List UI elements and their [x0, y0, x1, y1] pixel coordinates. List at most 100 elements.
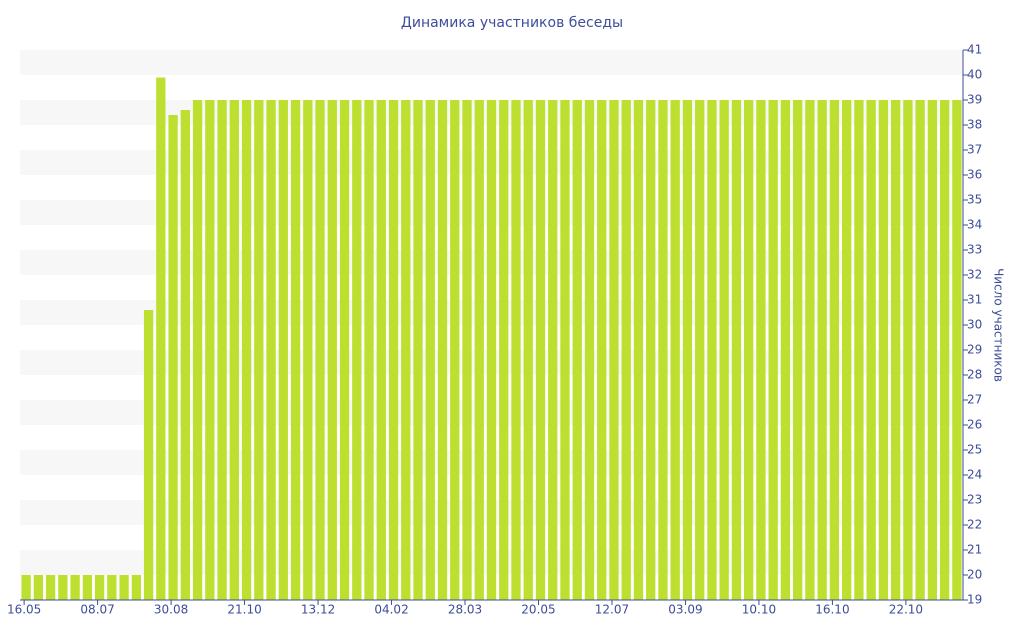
x-tick-label: 16.10 — [815, 603, 849, 617]
bar — [462, 100, 472, 600]
bar — [768, 100, 778, 600]
y-tick-label: 27 — [967, 393, 982, 407]
bar — [119, 575, 129, 600]
y-tick-label: 33 — [967, 243, 982, 257]
bar — [339, 100, 350, 600]
bar — [499, 100, 509, 600]
y-tick-label: 19 — [967, 593, 982, 607]
bar — [352, 100, 362, 600]
bar — [437, 100, 448, 600]
bar — [327, 100, 337, 600]
bar — [290, 100, 301, 600]
bar — [878, 100, 889, 600]
bar — [413, 100, 423, 600]
bar — [646, 100, 656, 600]
bar — [82, 575, 93, 600]
bar — [597, 100, 607, 600]
bar — [450, 100, 460, 600]
bar — [45, 575, 56, 600]
y-tick-label: 30 — [967, 318, 982, 332]
x-tick-label: 28.03 — [448, 603, 482, 617]
bar — [915, 100, 925, 600]
grid-band — [20, 50, 963, 75]
y-tick-label: 23 — [967, 493, 982, 507]
bar — [535, 100, 546, 600]
x-tick-label: 13.12 — [301, 603, 335, 617]
y-tick-label: 35 — [967, 193, 982, 207]
bar — [94, 575, 105, 600]
bar — [609, 100, 619, 600]
y-tick-label: 31 — [967, 293, 982, 307]
y-tick-label: 26 — [967, 418, 982, 432]
y-tick-label: 40 — [967, 68, 982, 82]
bar — [33, 575, 44, 600]
bar — [817, 100, 827, 600]
y-tick-label: 22 — [967, 518, 982, 532]
bar — [70, 575, 80, 600]
bar — [254, 100, 264, 600]
y-tick-label: 25 — [967, 443, 982, 457]
x-tick-label: 30.08 — [154, 603, 188, 617]
bar — [584, 100, 595, 600]
x-tick-label: 20.05 — [521, 603, 555, 617]
bar — [903, 100, 913, 600]
bar — [842, 100, 852, 600]
bar — [560, 100, 570, 600]
x-tick-label: 12.07 — [595, 603, 629, 617]
bar — [143, 310, 154, 600]
bar — [266, 100, 276, 600]
bar — [180, 110, 190, 600]
bar — [890, 100, 901, 600]
bar — [658, 100, 668, 600]
bar — [731, 100, 742, 600]
bar — [21, 575, 31, 600]
y-tick-label: 32 — [967, 268, 982, 282]
bar — [670, 100, 680, 600]
bar — [939, 100, 950, 600]
y-tick-label: 38 — [967, 118, 982, 132]
y-tick-label: 37 — [967, 143, 982, 157]
bar — [829, 100, 840, 600]
bar — [511, 100, 521, 600]
x-tick-label: 08.07 — [80, 603, 114, 617]
bar — [217, 100, 227, 600]
y-tick-label: 34 — [967, 218, 982, 232]
x-tick-label: 16.05 — [7, 603, 41, 617]
bar — [952, 100, 962, 600]
bar — [229, 100, 239, 600]
bar — [695, 100, 705, 600]
bar — [192, 100, 203, 600]
x-tick-label: 03.09 — [668, 603, 702, 617]
bar — [633, 100, 644, 600]
y-tick-label: 24 — [967, 468, 982, 482]
bar — [168, 115, 178, 600]
y-tick-label: 29 — [967, 343, 982, 357]
bar — [278, 100, 288, 600]
bar — [780, 100, 791, 600]
bar — [707, 100, 717, 600]
bar — [474, 100, 484, 600]
bar — [303, 100, 313, 600]
bar — [401, 100, 411, 600]
y-tick-label: 41 — [967, 43, 982, 57]
bar — [744, 100, 754, 600]
bar — [107, 575, 117, 600]
bar — [719, 100, 729, 600]
y-tick-label: 28 — [967, 368, 982, 382]
bar — [388, 100, 399, 600]
y-tick-label: 20 — [967, 568, 982, 582]
y-axis-title: Число участников — [992, 268, 1006, 382]
bar — [376, 100, 386, 600]
y-tick-label: 21 — [967, 543, 982, 557]
bar — [682, 100, 693, 600]
bar — [805, 100, 815, 600]
bar — [927, 100, 938, 600]
bar — [854, 100, 864, 600]
bar — [425, 100, 435, 600]
bar — [205, 100, 215, 600]
y-tick-label: 36 — [967, 168, 982, 182]
chart-title: Динамика участников беседы — [401, 15, 623, 31]
bar — [315, 100, 325, 600]
bar — [866, 100, 876, 600]
